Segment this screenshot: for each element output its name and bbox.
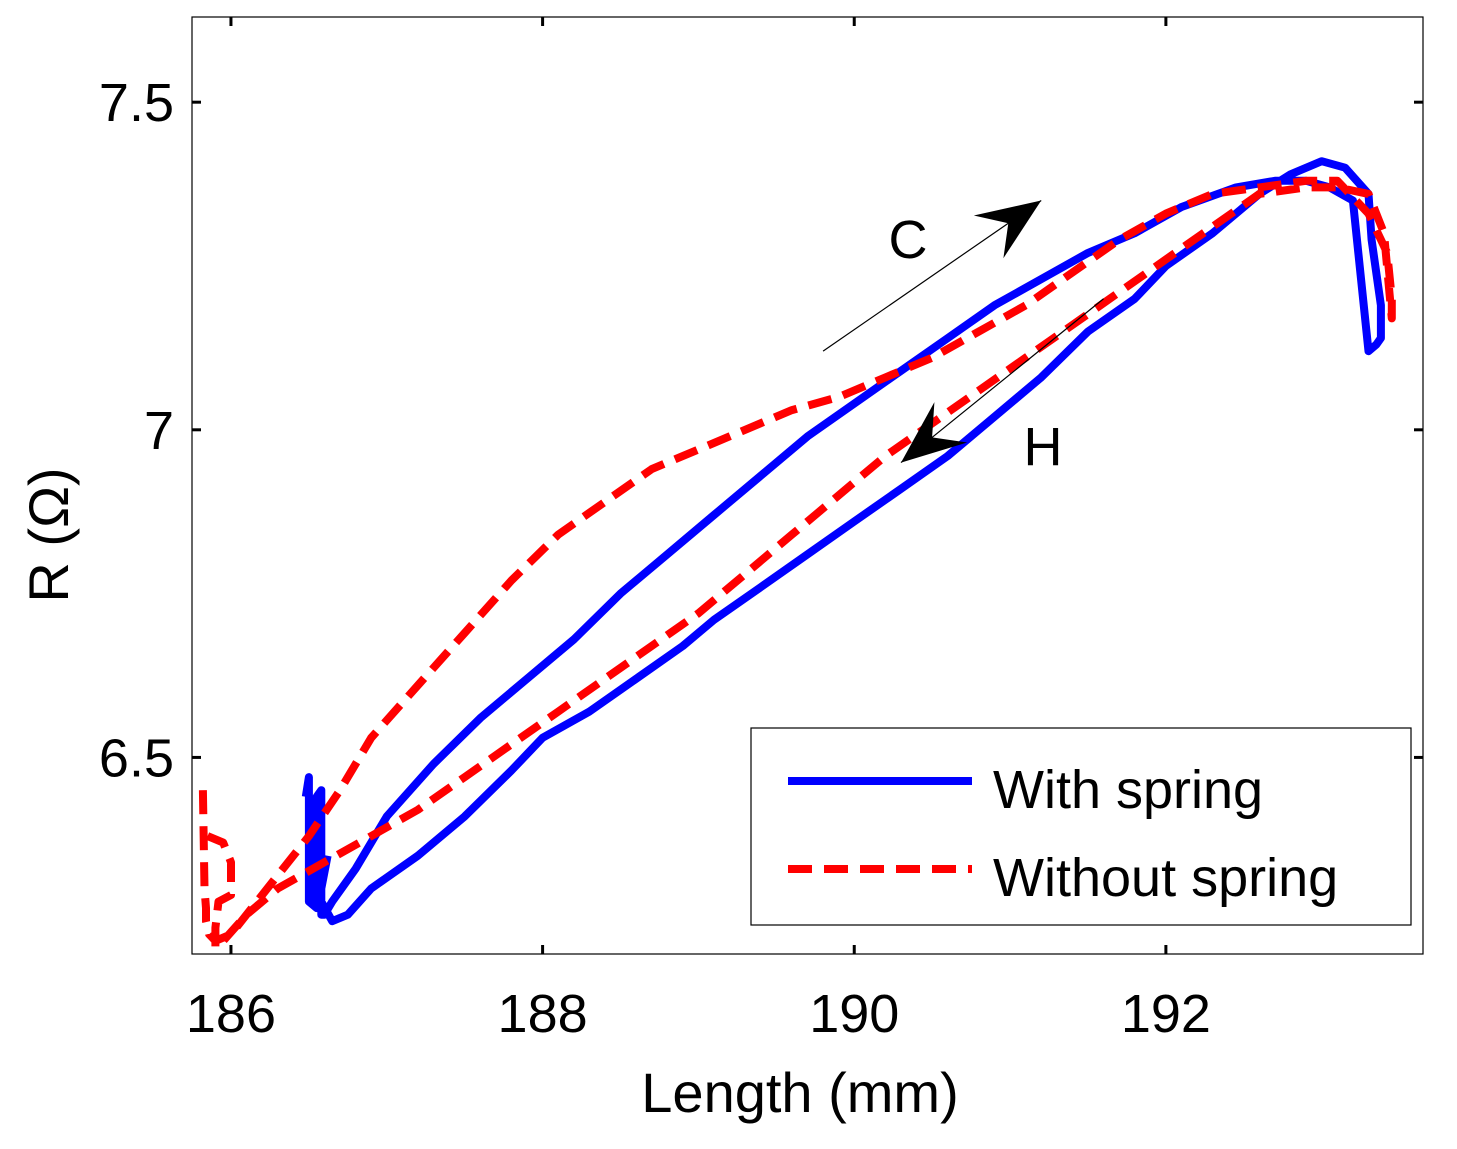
legend-label-with-spring: With spring	[993, 760, 1263, 820]
arrow-h-head	[901, 402, 968, 463]
series-layer	[198, 157, 1396, 952]
y-tick-label: 7	[144, 401, 174, 461]
legend: With spring Without spring	[750, 727, 1412, 926]
arrow-h-shaft	[900, 298, 1104, 464]
x-tick-label: 192	[1121, 984, 1211, 1044]
y-tick-label: 6.5	[99, 728, 174, 788]
legend-label-without-spring: Without spring	[993, 848, 1338, 908]
arrow-c-head	[973, 200, 1042, 259]
annotation-layer: CH	[822, 199, 1104, 477]
annotation-label-c: C	[889, 210, 928, 270]
ticks-layer: 186 188 190 192 6.5 7 7.5	[99, 17, 1423, 1044]
annotation-label-h: H	[1024, 417, 1063, 477]
series-line-with-spring	[301, 157, 1385, 926]
y-tick-label: 7.5	[99, 73, 174, 133]
x-tick-label: 186	[186, 984, 276, 1044]
x-axis-label: Length (mm)	[641, 1061, 958, 1124]
arrow-c-shaft	[822, 199, 1042, 352]
series-line-without-spring	[198, 176, 1396, 952]
legend-box	[750, 727, 1412, 926]
x-tick-label: 190	[809, 984, 899, 1044]
x-tick-label: 188	[498, 984, 588, 1044]
y-axis-label: R (Ω)	[17, 467, 80, 602]
